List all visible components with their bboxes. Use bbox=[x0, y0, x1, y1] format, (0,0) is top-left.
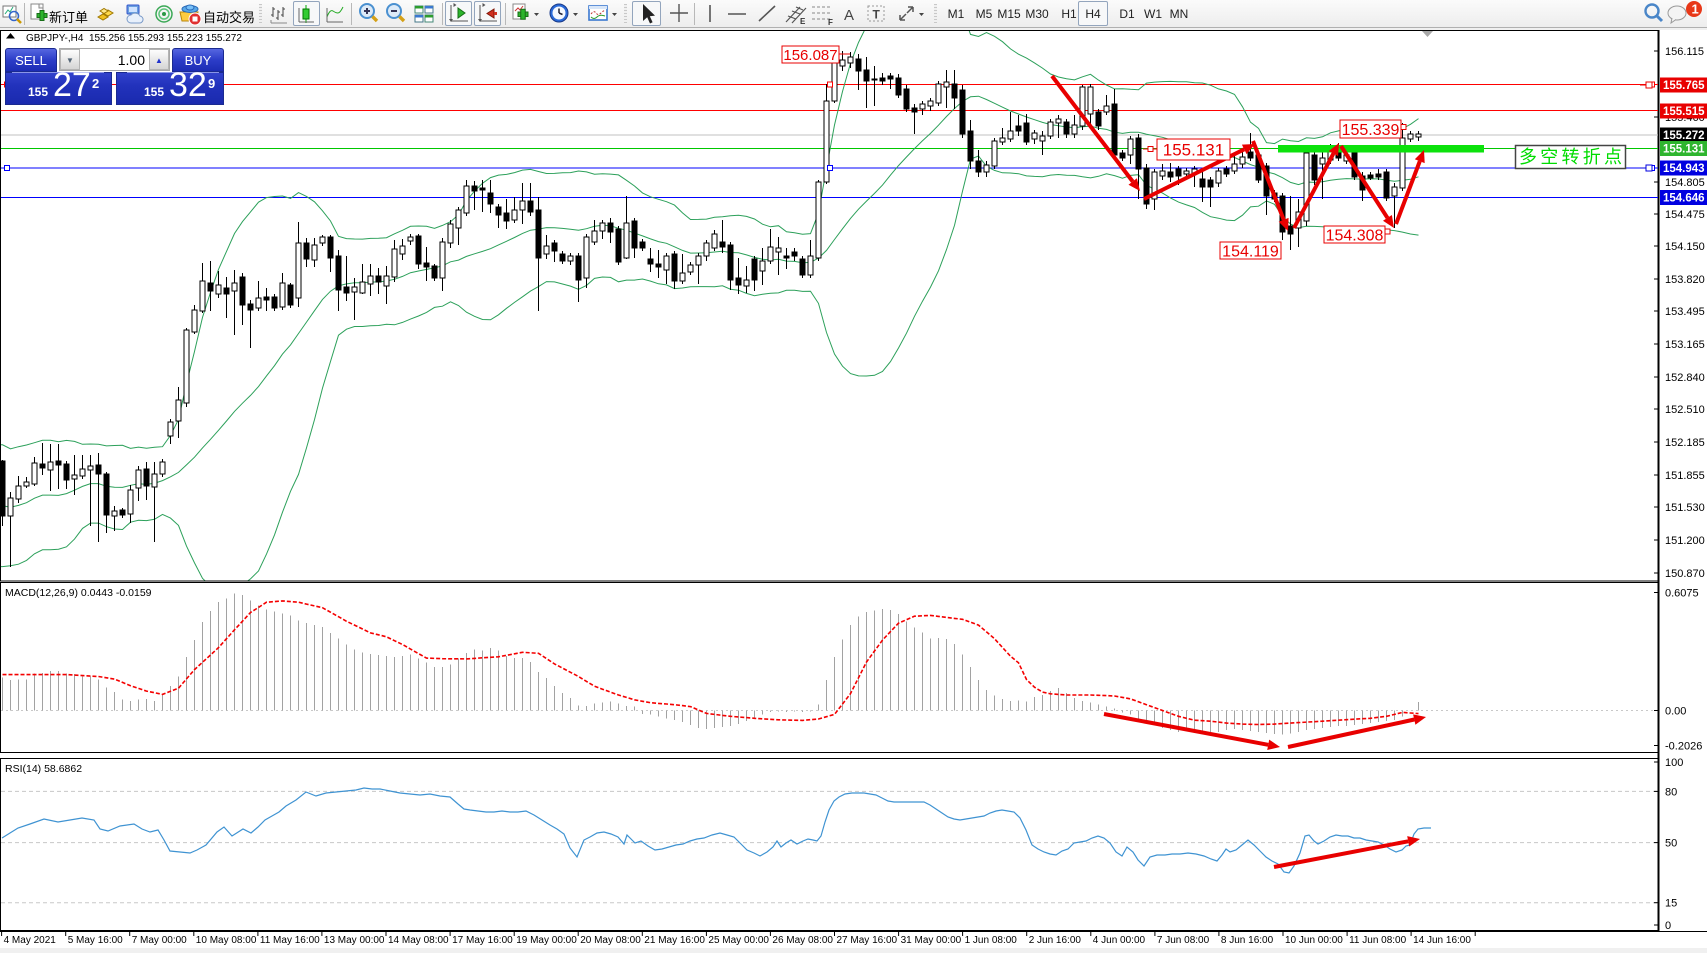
svg-text:0.6075: 0.6075 bbox=[1665, 588, 1699, 600]
svg-text:14 Jun 16:00: 14 Jun 16:00 bbox=[1413, 935, 1471, 946]
svg-text:2 Jun 16:00: 2 Jun 16:00 bbox=[1029, 935, 1082, 946]
svg-text:154.308: 154.308 bbox=[1326, 227, 1384, 244]
svg-text:80: 80 bbox=[1665, 786, 1677, 798]
svg-text:0: 0 bbox=[1665, 920, 1671, 932]
svg-text:153.820: 153.820 bbox=[1665, 274, 1705, 286]
svg-text:11 Jun 08:00: 11 Jun 08:00 bbox=[1349, 935, 1407, 946]
svg-text:155.272: 155.272 bbox=[1663, 130, 1705, 142]
svg-text:154.150: 154.150 bbox=[1665, 241, 1705, 253]
svg-text:1 Jun 08:00: 1 Jun 08:00 bbox=[965, 935, 1018, 946]
svg-text:154.475: 154.475 bbox=[1665, 209, 1705, 221]
svg-text:8 Jun 16:00: 8 Jun 16:00 bbox=[1221, 935, 1274, 946]
svg-text:0.00: 0.00 bbox=[1665, 706, 1686, 718]
svg-text:5 May 16:00: 5 May 16:00 bbox=[68, 935, 123, 946]
svg-text:152.840: 152.840 bbox=[1665, 372, 1705, 384]
svg-text:156.087: 156.087 bbox=[783, 47, 837, 64]
svg-text:4 Jun 00:00: 4 Jun 00:00 bbox=[1093, 935, 1146, 946]
svg-text:19 May 00:00: 19 May 00:00 bbox=[516, 935, 577, 946]
svg-text:155.131: 155.131 bbox=[1663, 144, 1705, 156]
svg-text:155.515: 155.515 bbox=[1663, 106, 1705, 118]
svg-text:155.339: 155.339 bbox=[1342, 122, 1400, 139]
svg-text:7 Jun 08:00: 7 Jun 08:00 bbox=[1157, 935, 1210, 946]
svg-text:15: 15 bbox=[1665, 898, 1677, 910]
svg-text:150.870: 150.870 bbox=[1665, 568, 1705, 580]
svg-text:154.119: 154.119 bbox=[1222, 243, 1279, 260]
svg-text:F: F bbox=[828, 18, 833, 26]
svg-text:17 May 16:00: 17 May 16:00 bbox=[452, 935, 513, 946]
svg-text:50: 50 bbox=[1665, 838, 1677, 850]
svg-text:GBPJPY-,H4 155.256 155.293 15: GBPJPY-,H4 155.256 155.293 155.223 155.2… bbox=[26, 33, 242, 44]
svg-text:RSI(14) 58.6862: RSI(14) 58.6862 bbox=[5, 763, 82, 775]
svg-text:10 May 08:00: 10 May 08:00 bbox=[196, 935, 257, 946]
svg-text:4 May 2021: 4 May 2021 bbox=[4, 935, 57, 946]
svg-text:27 May 16:00: 27 May 16:00 bbox=[837, 935, 898, 946]
svg-text:MACD(12,26,9) 0.0443 -0.0159: MACD(12,26,9) 0.0443 -0.0159 bbox=[5, 587, 152, 599]
svg-text:7 May 00:00: 7 May 00:00 bbox=[132, 935, 187, 946]
svg-text:多空转折点: 多空转折点 bbox=[1519, 147, 1622, 167]
svg-text:152.510: 152.510 bbox=[1665, 404, 1705, 416]
svg-text:11 May 16:00: 11 May 16:00 bbox=[260, 935, 320, 946]
svg-text:153.495: 153.495 bbox=[1665, 306, 1705, 318]
svg-text:151.855: 151.855 bbox=[1665, 470, 1705, 482]
svg-text:154.646: 154.646 bbox=[1663, 193, 1705, 205]
svg-text:155.765: 155.765 bbox=[1663, 80, 1705, 92]
svg-text:14 May 08:00: 14 May 08:00 bbox=[388, 935, 449, 946]
svg-text:21 May 16:00: 21 May 16:00 bbox=[644, 935, 705, 946]
svg-text:25 May 00:00: 25 May 00:00 bbox=[708, 935, 769, 946]
svg-text:156.115: 156.115 bbox=[1665, 46, 1704, 58]
svg-text:T: T bbox=[873, 8, 881, 22]
svg-text:E: E bbox=[800, 17, 806, 26]
svg-text:100: 100 bbox=[1665, 757, 1683, 769]
svg-text:155.131: 155.131 bbox=[1163, 141, 1224, 160]
svg-text:A: A bbox=[844, 7, 854, 24]
svg-text:31 May 00:00: 31 May 00:00 bbox=[901, 935, 962, 946]
svg-text:-0.2026: -0.2026 bbox=[1665, 741, 1702, 753]
svg-text:152.185: 152.185 bbox=[1665, 437, 1705, 449]
svg-text:20 May 08:00: 20 May 08:00 bbox=[580, 935, 641, 946]
svg-text:154.943: 154.943 bbox=[1663, 163, 1705, 175]
svg-text:26 May 08:00: 26 May 08:00 bbox=[772, 935, 833, 946]
svg-text:13 May 00:00: 13 May 00:00 bbox=[324, 935, 385, 946]
svg-text:154.805: 154.805 bbox=[1665, 177, 1705, 189]
svg-text:153.165: 153.165 bbox=[1665, 339, 1705, 351]
svg-text:151.530: 151.530 bbox=[1665, 502, 1705, 514]
svg-text:1: 1 bbox=[1692, 2, 1699, 17]
svg-text:10 Jun 00:00: 10 Jun 00:00 bbox=[1285, 935, 1343, 946]
svg-text:151.200: 151.200 bbox=[1665, 535, 1705, 547]
